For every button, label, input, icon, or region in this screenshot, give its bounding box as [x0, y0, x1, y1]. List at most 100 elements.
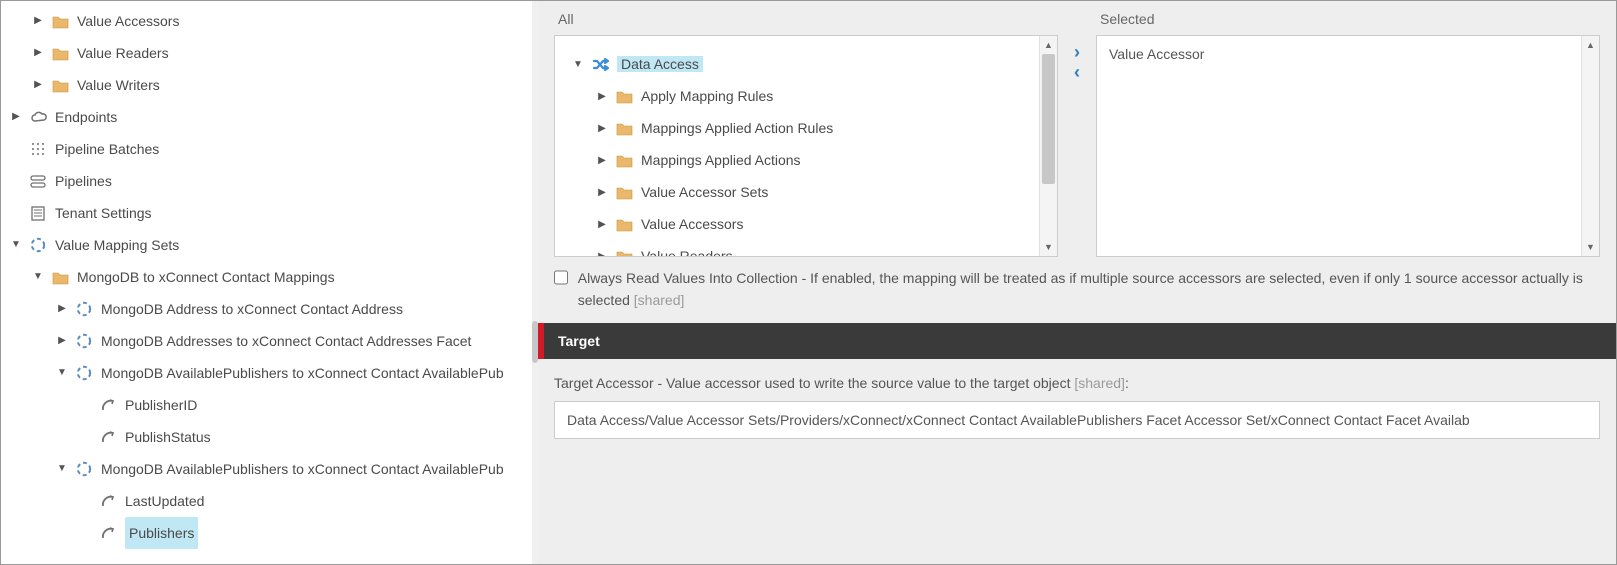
tree-item[interactable]: ▼ MongoDB to xConnect Contact Mappings: [1, 261, 538, 293]
tree-item[interactable]: Publishers: [1, 517, 538, 549]
always-read-checkbox[interactable]: [554, 270, 568, 285]
caret-icon[interactable]: ▶: [9, 101, 23, 133]
scroll-down-icon[interactable]: ▼: [1040, 238, 1057, 256]
caret-icon[interactable]: ▶: [31, 37, 45, 69]
scroll-down-icon[interactable]: ▼: [1582, 238, 1599, 256]
tree-item[interactable]: ▶ Value Readers: [1, 37, 538, 69]
left-tree-panel: ▶Value Accessors▶Value Readers▶Value Wri…: [1, 1, 538, 564]
caret-icon[interactable]: ▶: [595, 155, 609, 166]
all-tree[interactable]: ▼Data Access▶Apply Mapping Rules▶Mapping…: [555, 36, 1039, 256]
shared-tag: [shared]: [1074, 375, 1125, 391]
tree-item-label: Value Readers: [77, 37, 169, 69]
all-tree-item[interactable]: ▶ Value Readers: [571, 240, 1033, 256]
selected-item[interactable]: Value Accessor: [1109, 46, 1587, 62]
all-tree-item-label: Value Readers: [641, 248, 733, 256]
tree-item[interactable]: PublishStatus: [1, 421, 538, 453]
folder-icon: [615, 120, 633, 137]
tree-item[interactable]: ▶Endpoints: [1, 101, 538, 133]
arc-icon: [99, 397, 117, 414]
tree-item[interactable]: LastUpdated: [1, 485, 538, 517]
tree-item-label: MongoDB AvailablePublishers to xConnect …: [101, 357, 504, 389]
all-tree-item[interactable]: ▶Apply Mapping Rules: [571, 80, 1033, 112]
caret-icon[interactable]: ▶: [595, 251, 609, 257]
caret-icon[interactable]: ▶: [595, 219, 609, 230]
tree-item-label: MongoDB to xConnect Contact Mappings: [77, 261, 335, 293]
tree-item-label: Pipelines: [55, 165, 112, 197]
tree-item-label: PublishStatus: [125, 421, 211, 453]
all-tree-item[interactable]: ▼Data Access: [571, 48, 1033, 80]
folder-icon: [51, 269, 69, 286]
folder-icon: [615, 184, 633, 201]
selected-scrollbar[interactable]: ▲ ▼: [1581, 36, 1599, 256]
arc-icon: [99, 429, 117, 446]
all-tree-item[interactable]: ▶ Mappings Applied Actions: [571, 144, 1033, 176]
caret-icon[interactable]: ▶: [31, 5, 45, 37]
scroll-up-icon[interactable]: ▲: [1040, 36, 1057, 54]
content-tree[interactable]: ▶Value Accessors▶Value Readers▶Value Wri…: [1, 5, 538, 549]
all-tree-item-label: Mappings Applied Actions: [641, 152, 801, 168]
tree-item[interactable]: ▼ MongoDB AvailablePublishers to xConnect…: [1, 357, 538, 389]
all-title: All: [554, 1, 1058, 35]
right-panel: All ▼Data Access▶Apply Mapping Rules▶Map…: [538, 1, 1616, 564]
folder-icon: [615, 88, 633, 105]
move-left-button[interactable]: ‹: [1074, 65, 1080, 79]
folder-icon: [51, 13, 69, 30]
folder-icon: [51, 77, 69, 94]
left-scrollbar[interactable]: [532, 1, 538, 564]
cloud-icon: [29, 109, 47, 126]
tree-item-label: Pipeline Batches: [55, 133, 159, 165]
caret-icon[interactable]: ▶: [31, 69, 45, 101]
ring-icon: [75, 461, 93, 478]
scroll-up-icon[interactable]: ▲: [1582, 36, 1599, 54]
tree-item[interactable]: ▶MongoDB Addresses to xConnect Contact A…: [1, 325, 538, 357]
caret-icon[interactable]: ▶: [55, 293, 69, 325]
caret-icon[interactable]: ▼: [55, 453, 69, 485]
always-read-label: Always Read Values Into Collection - If …: [578, 267, 1600, 311]
tree-item[interactable]: Tenant Settings: [1, 197, 538, 229]
tree-item[interactable]: ▼ Value Mapping Sets: [1, 229, 538, 261]
arc-icon: [99, 493, 117, 510]
tree-item-label: PublisherID: [125, 389, 197, 421]
list-icon: [29, 205, 47, 222]
caret-icon[interactable]: ▼: [571, 59, 585, 70]
tree-item[interactable]: PublisherID: [1, 389, 538, 421]
all-tree-item[interactable]: ▶Value Accessors: [571, 208, 1033, 240]
tree-item[interactable]: ▶ MongoDB Address to xConnect Contact Add…: [1, 293, 538, 325]
tree-item-label: Tenant Settings: [55, 197, 152, 229]
folder-icon: [615, 216, 633, 233]
selected-title: Selected: [1096, 1, 1600, 35]
ring-icon: [75, 333, 93, 350]
ring-icon: [75, 301, 93, 318]
caret-icon[interactable]: ▼: [31, 261, 45, 293]
all-treebox: ▼Data Access▶Apply Mapping Rules▶Mapping…: [554, 35, 1058, 257]
left-scrollbar-thumb[interactable]: [532, 321, 538, 363]
caret-icon[interactable]: ▶: [55, 325, 69, 357]
shared-tag: [shared]: [634, 292, 685, 308]
caret-icon[interactable]: ▶: [595, 123, 609, 134]
caret-icon[interactable]: ▶: [595, 187, 609, 198]
tree-item[interactable]: Pipeline Batches: [1, 133, 538, 165]
move-right-button[interactable]: ›: [1074, 45, 1080, 59]
all-scrollbar-thumb[interactable]: [1042, 54, 1055, 184]
all-scrollbar[interactable]: ▲ ▼: [1039, 36, 1057, 256]
tree-item-label: MongoDB Address to xConnect Contact Addr…: [101, 293, 403, 325]
target-accessor-label: Target Accessor - Value accessor used to…: [554, 375, 1600, 391]
selected-box[interactable]: Value Accessor ▲ ▼: [1096, 35, 1600, 257]
caret-icon[interactable]: ▶: [595, 91, 609, 102]
tree-item[interactable]: ▶Value Writers: [1, 69, 538, 101]
target-section-header: Target: [538, 323, 1616, 359]
caret-icon[interactable]: ▼: [55, 357, 69, 389]
tree-item-label: Value Mapping Sets: [55, 229, 179, 261]
ring-icon: [29, 237, 47, 254]
tree-item[interactable]: ▶Value Accessors: [1, 5, 538, 37]
ring-icon: [75, 365, 93, 382]
all-tree-item[interactable]: ▶ Mappings Applied Action Rules: [571, 112, 1033, 144]
all-column: All ▼Data Access▶Apply Mapping Rules▶Map…: [554, 1, 1058, 257]
all-tree-item[interactable]: ▶Value Accessor Sets: [571, 176, 1033, 208]
caret-icon[interactable]: ▼: [9, 229, 23, 261]
tree-item[interactable]: ▼ MongoDB AvailablePublishers to xConnect…: [1, 453, 538, 485]
all-tree-item-label: Mappings Applied Action Rules: [641, 120, 833, 136]
tree-item[interactable]: Pipelines: [1, 165, 538, 197]
target-accessor-value[interactable]: Data Access/Value Accessor Sets/Provider…: [554, 401, 1600, 439]
tree-item-label: MongoDB AvailablePublishers to xConnect …: [101, 453, 504, 485]
